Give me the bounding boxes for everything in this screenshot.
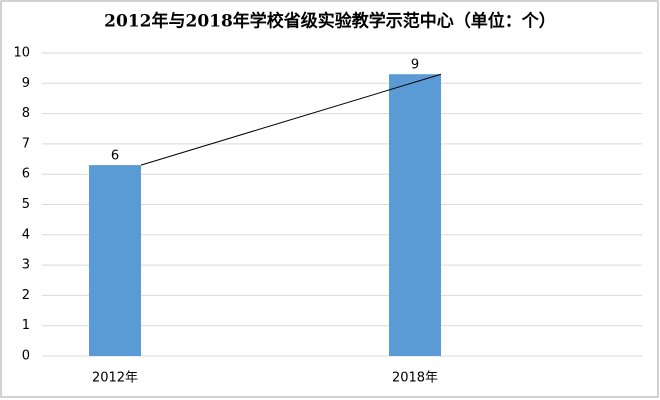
x-tick-label: 2018年 — [392, 371, 438, 386]
data-label: 6 — [111, 149, 119, 164]
x-tick-label: 2012年 — [92, 371, 138, 386]
y-tick-label: 10 — [13, 46, 30, 61]
bar — [389, 74, 441, 357]
y-tick-label: 8 — [22, 106, 30, 121]
y-tick-label: 0 — [22, 349, 30, 364]
y-tick-label: 2 — [22, 288, 30, 303]
y-tick-label: 3 — [22, 258, 30, 273]
y-tick-label: 4 — [22, 227, 30, 242]
y-tick-label: 9 — [22, 76, 30, 91]
y-tick-label: 5 — [22, 197, 30, 212]
y-tick-label: 6 — [22, 167, 30, 182]
connector-line — [140, 73, 442, 166]
y-tick-label: 1 — [22, 318, 30, 333]
y-tick-label: 7 — [22, 136, 30, 151]
bar — [89, 165, 141, 356]
chart-title: 2012年与2018年学校省级实验教学示范中心（单位：个） — [104, 11, 556, 32]
data-label: 9 — [411, 58, 419, 73]
